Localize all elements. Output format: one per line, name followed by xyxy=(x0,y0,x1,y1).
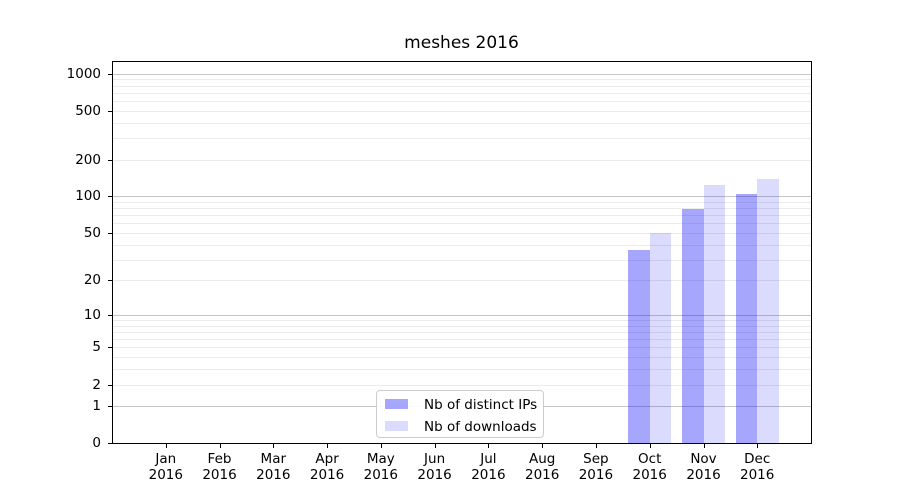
x-tick-label: Feb 2016 xyxy=(202,451,237,484)
y-tick xyxy=(108,280,112,282)
y-tick-label: 50 xyxy=(83,224,101,241)
bar-distinct-ips xyxy=(682,208,704,444)
y-tick-label: 2 xyxy=(92,376,101,393)
minor-gridline xyxy=(112,201,811,203)
bar-downloads xyxy=(649,232,672,444)
y-tick xyxy=(108,347,112,349)
y-tick-label: 0 xyxy=(92,435,101,452)
minor-gridline xyxy=(112,384,811,386)
y-tick-label: 500 xyxy=(75,102,101,119)
y-tick xyxy=(108,443,112,445)
minor-gridline xyxy=(112,320,811,322)
y-tick xyxy=(108,110,112,112)
x-tick-label: May 2016 xyxy=(363,451,398,484)
x-tick xyxy=(434,444,436,449)
x-tick xyxy=(488,444,490,449)
y-tick xyxy=(108,384,112,386)
chart-title: meshes 2016 xyxy=(404,33,519,53)
minor-gridline xyxy=(112,259,811,261)
x-tick xyxy=(595,444,597,449)
x-tick xyxy=(649,444,651,449)
minor-gridline xyxy=(112,110,811,112)
legend-row: Nb of downloads xyxy=(377,418,537,435)
minor-gridline xyxy=(112,208,811,210)
minor-gridline xyxy=(112,79,811,81)
minor-gridline xyxy=(112,347,811,349)
x-tick-label: Apr 2016 xyxy=(309,451,345,484)
bar-downloads xyxy=(703,185,725,444)
y-tick-label: 5 xyxy=(92,339,101,356)
minor-gridline xyxy=(112,159,811,161)
legend-label: Nb of downloads xyxy=(424,418,537,435)
minor-gridline xyxy=(112,137,811,139)
bar-distinct-ips xyxy=(628,250,650,444)
x-tick-label: Oct 2016 xyxy=(632,451,667,484)
minor-gridline xyxy=(112,122,811,124)
minor-gridline xyxy=(112,244,811,246)
x-tick-label: Mar 2016 xyxy=(256,451,291,484)
x-tick-label: Sep 2016 xyxy=(578,451,614,484)
minor-gridline xyxy=(112,369,811,371)
y-tick-label: 10 xyxy=(83,307,101,323)
top-spine xyxy=(112,61,812,62)
y-tick-label: 1000 xyxy=(66,65,101,82)
x-tick-label: Dec 2016 xyxy=(740,451,775,484)
legend-swatch-icon xyxy=(385,399,408,409)
x-tick xyxy=(380,444,382,449)
x-tick-label: Jan 2016 xyxy=(148,451,183,484)
legend-label: Nb of distinct IPs xyxy=(424,397,538,413)
bottom-spine xyxy=(112,443,812,445)
major-gridline xyxy=(112,196,811,198)
left-spine xyxy=(112,61,113,444)
x-tick xyxy=(703,444,705,449)
x-tick xyxy=(273,444,275,449)
minor-gridline xyxy=(112,215,811,217)
y-tick-label: 20 xyxy=(83,272,101,289)
minor-gridline xyxy=(112,339,811,341)
legend: Nb of distinct IPs Nb of downloads xyxy=(376,390,544,438)
minor-gridline xyxy=(112,325,811,327)
legend-swatch-icon xyxy=(385,420,408,431)
minor-gridline xyxy=(112,280,811,282)
minor-gridline xyxy=(112,332,811,333)
y-tick-label: 100 xyxy=(75,188,101,205)
minor-gridline xyxy=(112,223,811,225)
y-tick xyxy=(108,73,112,75)
x-tick xyxy=(219,444,221,449)
minor-gridline xyxy=(112,85,811,87)
minor-gridline xyxy=(112,100,811,102)
legend-row: Nb of distinct IPs xyxy=(377,397,538,413)
y-tick xyxy=(108,196,112,198)
x-tick xyxy=(757,444,759,449)
y-tick-label: 1 xyxy=(92,398,101,415)
bar-distinct-ips xyxy=(735,193,758,444)
y-tick-label: 200 xyxy=(75,151,101,168)
right-spine xyxy=(811,61,812,444)
x-tick-label: Jul 2016 xyxy=(471,451,506,484)
x-tick-label: Aug 2016 xyxy=(525,451,560,484)
y-tick xyxy=(108,232,112,234)
major-gridline xyxy=(112,73,811,75)
y-tick xyxy=(108,406,112,408)
x-tick-label: Nov 2016 xyxy=(686,451,721,484)
y-tick xyxy=(108,315,112,316)
bar-downloads xyxy=(757,178,779,444)
minor-gridline xyxy=(112,92,811,94)
minor-gridline xyxy=(112,357,811,359)
x-tick xyxy=(327,444,329,449)
y-tick xyxy=(108,159,112,161)
x-tick xyxy=(542,444,544,449)
major-gridline xyxy=(112,315,811,316)
minor-gridline xyxy=(112,232,811,234)
x-tick xyxy=(165,444,167,449)
x-tick-label: Jun 2016 xyxy=(417,451,452,484)
